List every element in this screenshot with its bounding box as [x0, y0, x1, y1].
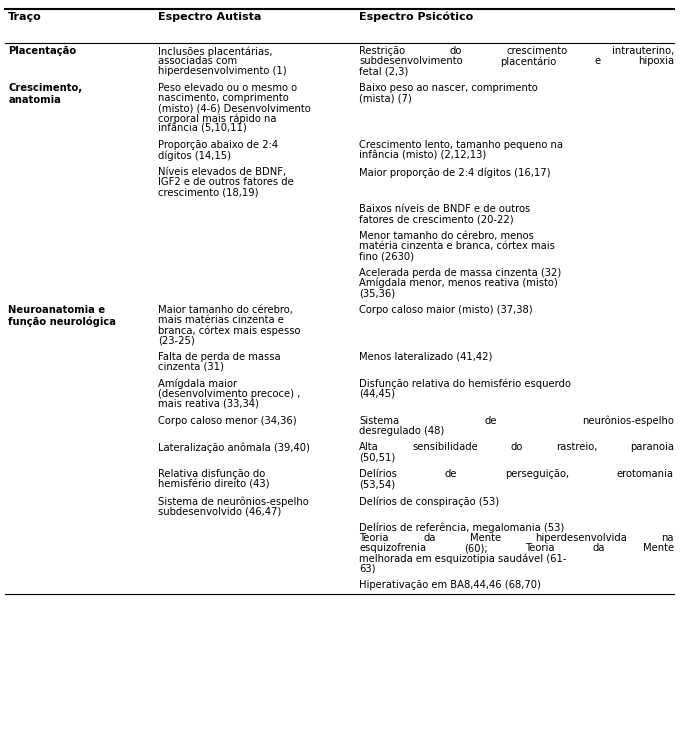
Text: Menos lateralizado (41,42): Menos lateralizado (41,42) — [359, 352, 493, 362]
Text: Peso elevado ou o mesmo o: Peso elevado ou o mesmo o — [158, 83, 297, 93]
Text: matéria cinzenta e branca, córtex mais: matéria cinzenta e branca, córtex mais — [359, 241, 555, 251]
Text: Baixo peso ao nascer, comprimento: Baixo peso ao nascer, comprimento — [359, 83, 538, 93]
Text: hiperdesenvolvimento (1): hiperdesenvolvimento (1) — [158, 67, 287, 76]
Text: desregulado (48): desregulado (48) — [359, 426, 445, 435]
Text: mais matérias cinzenta e: mais matérias cinzenta e — [158, 315, 284, 325]
Text: (35,36): (35,36) — [359, 288, 396, 298]
Text: (44,45): (44,45) — [359, 388, 396, 399]
Text: fetal (2,3): fetal (2,3) — [359, 67, 409, 76]
Text: 63): 63) — [359, 564, 376, 573]
Text: Hiperativação em BA8,44,46 (68,70): Hiperativação em BA8,44,46 (68,70) — [359, 580, 542, 590]
Text: de: de — [445, 469, 458, 479]
Text: Menor tamanho do cérebro, menos: Menor tamanho do cérebro, menos — [359, 231, 534, 241]
Text: Sistema: Sistema — [359, 416, 400, 426]
Text: Neuroanatomia e
função neurológica: Neuroanatomia e função neurológica — [8, 305, 116, 328]
Text: nascimento, comprimento: nascimento, comprimento — [158, 93, 289, 103]
Text: de: de — [484, 416, 497, 426]
Text: Maior proporção de 2:4 dígitos (16,17): Maior proporção de 2:4 dígitos (16,17) — [359, 167, 551, 177]
Text: (desenvolvimento precoce) ,: (desenvolvimento precoce) , — [158, 388, 301, 399]
Text: Baixos níveis de BNDF e de outros: Baixos níveis de BNDF e de outros — [359, 204, 531, 214]
Text: hipoxia: hipoxia — [638, 56, 674, 66]
Text: Disfunção relativa do hemisfério esquerdo: Disfunção relativa do hemisfério esquerd… — [359, 379, 572, 389]
Text: Acelerada perda de massa cinzenta (32): Acelerada perda de massa cinzenta (32) — [359, 268, 562, 278]
Text: Delírios de referência, megalomania (53): Delírios de referência, megalomania (53) — [359, 523, 565, 534]
Text: Lateralização anômala (39,40): Lateralização anômala (39,40) — [158, 443, 310, 453]
Text: Amígdala maior: Amígdala maior — [158, 379, 237, 389]
Text: branca, córtex mais espesso: branca, córtex mais espesso — [158, 325, 301, 336]
Text: Mente: Mente — [642, 543, 674, 553]
Text: erotomania: erotomania — [617, 469, 674, 479]
Text: Placentação: Placentação — [8, 46, 76, 56]
Text: Maior tamanho do cérebro,: Maior tamanho do cérebro, — [158, 305, 293, 314]
Text: hiperdesenvolvida: hiperdesenvolvida — [535, 533, 627, 543]
Text: placentário: placentário — [501, 56, 557, 67]
Text: Amígdala menor, menos reativa (misto): Amígdala menor, menos reativa (misto) — [359, 278, 558, 289]
Text: Teoria: Teoria — [525, 543, 555, 553]
Text: Espectro Autista: Espectro Autista — [158, 12, 262, 22]
Text: perseguição,: perseguição, — [505, 469, 569, 479]
Text: crescimento: crescimento — [506, 46, 567, 56]
Text: Restrição: Restrição — [359, 46, 406, 56]
Text: Proporção abaixo de 2:4: Proporção abaixo de 2:4 — [158, 140, 278, 150]
Text: na: na — [662, 533, 674, 543]
Text: intrauterino,: intrauterino, — [612, 46, 674, 56]
Text: paranoia: paranoia — [629, 443, 674, 452]
Text: da: da — [423, 533, 436, 543]
Text: Crescimento lento, tamanho pequeno na: Crescimento lento, tamanho pequeno na — [359, 140, 563, 150]
Text: (misto) (4-6) Desenvolvimento: (misto) (4-6) Desenvolvimento — [158, 103, 311, 114]
Text: melhorada em esquizotipia saudável (61-: melhorada em esquizotipia saudável (61- — [359, 553, 567, 564]
Text: Corpo caloso maior (misto) (37,38): Corpo caloso maior (misto) (37,38) — [359, 305, 533, 314]
Text: fino (2630): fino (2630) — [359, 251, 415, 261]
Text: subdesenvolvido (46,47): subdesenvolvido (46,47) — [158, 507, 282, 516]
Text: crescimento (18,19): crescimento (18,19) — [158, 188, 258, 197]
Text: rastreio,: rastreio, — [556, 443, 597, 452]
Text: Delírios de conspiração (53): Delírios de conspiração (53) — [359, 496, 499, 507]
Text: mais reativa (33,34): mais reativa (33,34) — [158, 399, 259, 409]
Text: (mista) (7): (mista) (7) — [359, 93, 412, 103]
Text: da: da — [593, 543, 605, 553]
Text: associadas com: associadas com — [158, 56, 237, 66]
Text: Sistema de neurônios-espelho: Sistema de neurônios-espelho — [158, 496, 309, 507]
Text: subdesenvolvimento: subdesenvolvimento — [359, 56, 463, 66]
Text: Mente: Mente — [470, 533, 501, 543]
Text: Traço: Traço — [8, 12, 42, 22]
Text: dígitos (14,15): dígitos (14,15) — [158, 150, 231, 161]
Text: IGF2 e de outros fatores de: IGF2 e de outros fatores de — [158, 177, 294, 187]
Text: Teoria: Teoria — [359, 533, 389, 543]
Text: Relativa disfunção do: Relativa disfunção do — [158, 469, 265, 479]
Text: fatores de crescimento (20-22): fatores de crescimento (20-22) — [359, 214, 514, 224]
Text: (53,54): (53,54) — [359, 479, 396, 490]
Text: (60);: (60); — [464, 543, 488, 553]
Text: Espectro Psicótico: Espectro Psicótico — [359, 12, 474, 22]
Text: Níveis elevados de BDNF,: Níveis elevados de BDNF, — [158, 167, 286, 177]
Text: infância (misto) (2,12,13): infância (misto) (2,12,13) — [359, 150, 487, 161]
Text: do: do — [449, 46, 462, 56]
Text: neurônios-espelho: neurônios-espelho — [582, 416, 674, 426]
Text: Falta de perda de massa: Falta de perda de massa — [158, 352, 281, 362]
Text: Crescimento,
anatomia: Crescimento, anatomia — [8, 83, 83, 105]
Text: do: do — [511, 443, 523, 452]
Text: e: e — [594, 56, 600, 66]
Text: Inclusões placentárias,: Inclusões placentárias, — [158, 46, 273, 56]
Text: infância (5,10,11): infância (5,10,11) — [158, 124, 247, 133]
Text: (23-25): (23-25) — [158, 335, 195, 345]
Text: corporal mais rápido na: corporal mais rápido na — [158, 114, 277, 124]
Text: esquizofrenia: esquizofrenia — [359, 543, 426, 553]
Text: (50,51): (50,51) — [359, 452, 396, 463]
Text: hemisfério direito (43): hemisfério direito (43) — [158, 479, 269, 490]
Text: Delírios: Delírios — [359, 469, 398, 479]
Text: Alta: Alta — [359, 443, 379, 452]
Text: sensibilidade: sensibilidade — [412, 443, 477, 452]
Text: cinzenta (31): cinzenta (31) — [158, 362, 224, 372]
Text: Corpo caloso menor (34,36): Corpo caloso menor (34,36) — [158, 416, 297, 426]
